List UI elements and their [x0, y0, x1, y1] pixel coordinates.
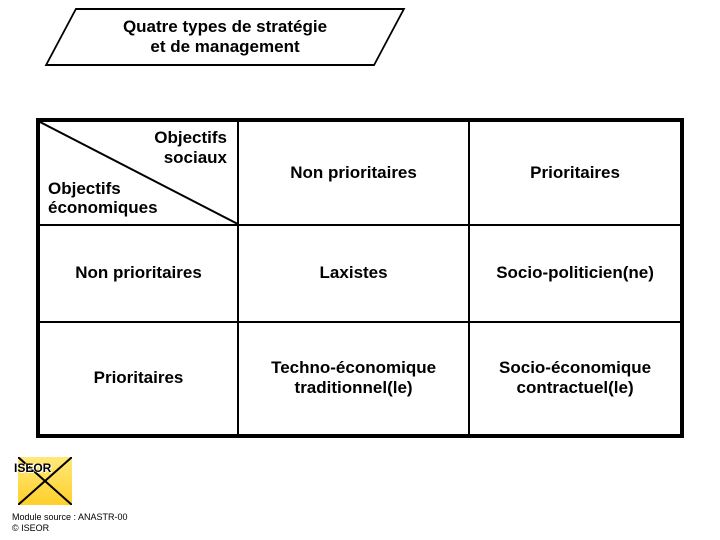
cell-socio-politicien: Socio-politicien(ne) [469, 225, 681, 322]
row-header-1: Non prioritaires [39, 225, 238, 322]
cell-laxistes: Laxistes [238, 225, 469, 322]
cell-r2c1-line2: traditionnel(le) [247, 378, 460, 398]
source-footer: Module source : ANASTR-00 © ISEOR [12, 512, 128, 534]
cell-socio-economique: Socio-économique contractuel(le) [469, 322, 681, 435]
col-axis-label: Objectifs sociaux [154, 128, 227, 167]
cell-techno-economique: Techno-économique traditionnel(le) [238, 322, 469, 435]
strategy-matrix: Objectifs sociaux Objectifs économiques … [36, 118, 684, 438]
col-header-2: Prioritaires [469, 121, 681, 225]
logo-text: ISEOR [14, 461, 51, 475]
matrix-table: Objectifs sociaux Objectifs économiques … [38, 120, 682, 436]
row-axis-line1: Objectifs [48, 179, 158, 199]
col-axis-line2: sociaux [154, 148, 227, 168]
iseor-logo: ISEOR [10, 455, 80, 507]
cell-r2c2-line1: Socio-économique [478, 358, 672, 378]
col-axis-line1: Objectifs [154, 128, 227, 148]
row-axis-label: Objectifs économiques [48, 179, 158, 218]
row-header-2: Prioritaires [39, 322, 238, 435]
axis-header-cell: Objectifs sociaux Objectifs économiques [39, 121, 238, 225]
title-text: Quatre types de stratégie et de manageme… [60, 8, 390, 66]
row-axis-line2: économiques [48, 198, 158, 218]
title-line2: et de management [150, 37, 299, 57]
source-line2: © ISEOR [12, 523, 128, 534]
col-header-1: Non prioritaires [238, 121, 469, 225]
source-line1: Module source : ANASTR-00 [12, 512, 128, 523]
cell-r2c2-line2: contractuel(le) [478, 378, 672, 398]
title-line1: Quatre types de stratégie [123, 17, 327, 37]
cell-r2c1-line1: Techno-économique [247, 358, 460, 378]
title-banner: Quatre types de stratégie et de manageme… [60, 8, 390, 66]
